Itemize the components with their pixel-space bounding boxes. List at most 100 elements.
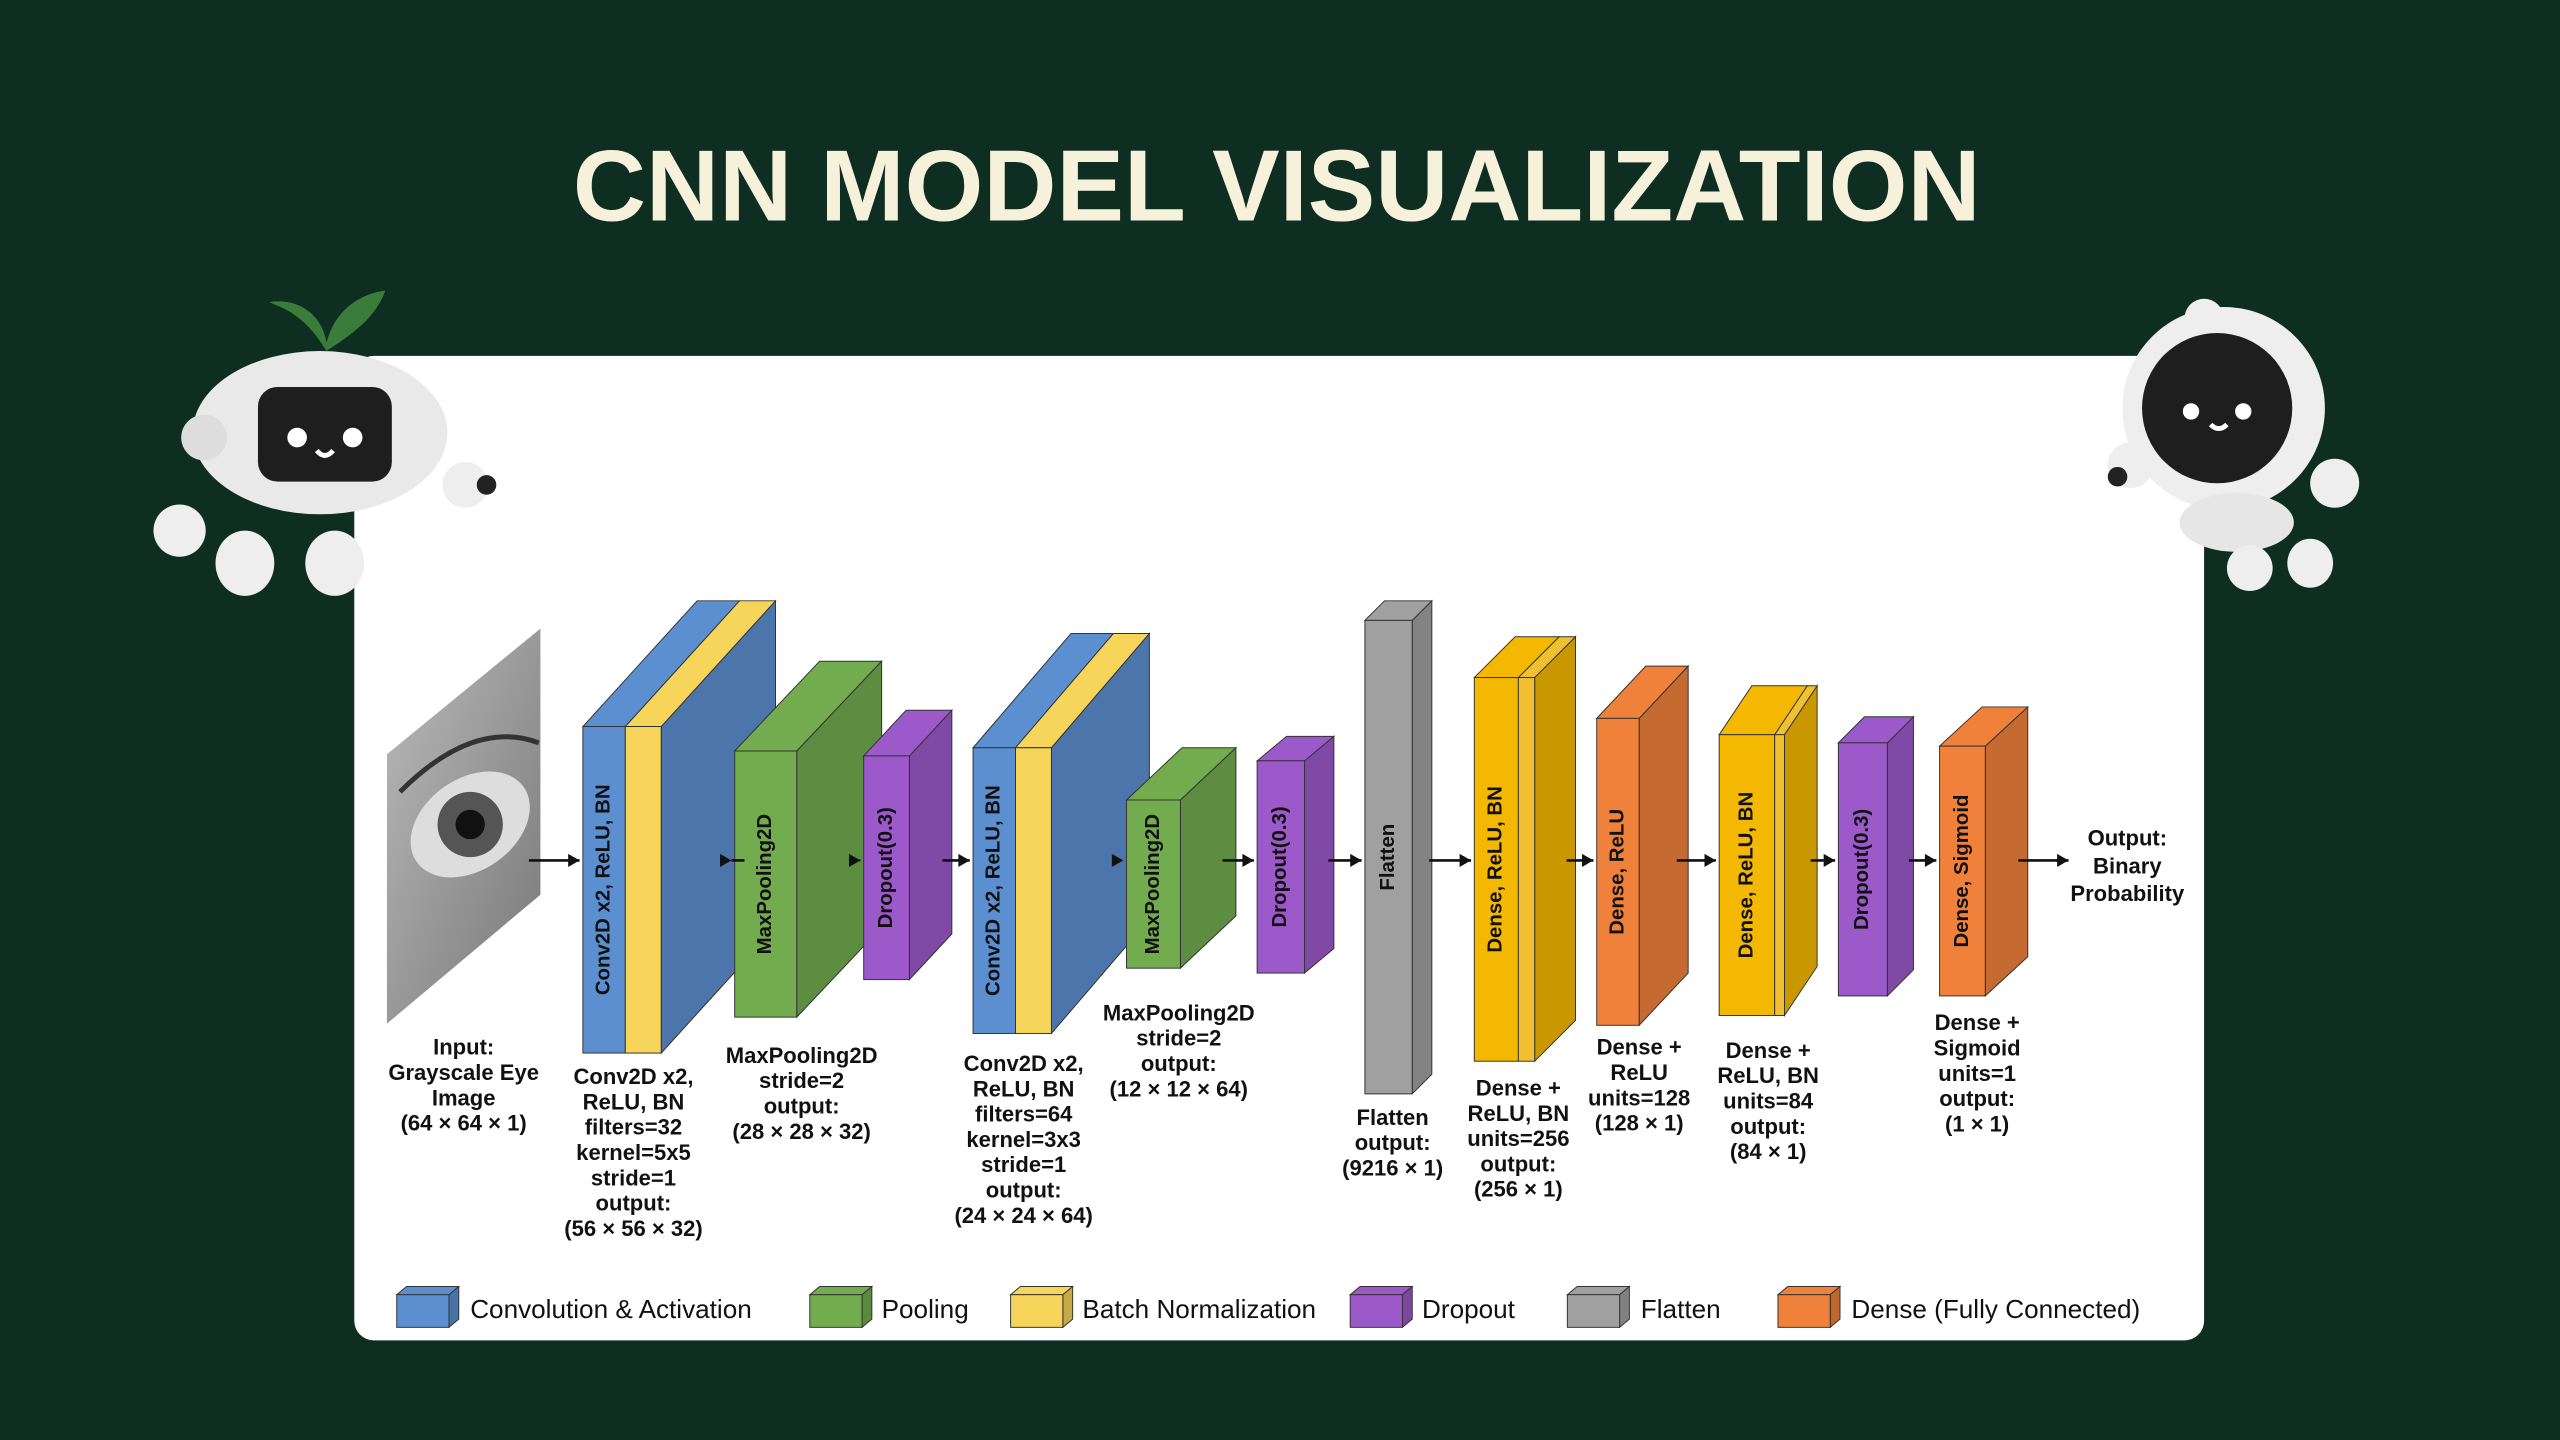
layer-block: Dropout(0.3) [1837,715,1915,998]
arrow-head [720,853,732,867]
block-label: Dropout(0.3) [875,807,897,928]
caption: output: [986,1178,1062,1203]
caption: stride=2 [1136,1026,1221,1051]
caption: units=84 [1723,1089,1814,1114]
legend-label: Batch Normalization [1082,1294,1316,1324]
legend-icon-top [1009,1286,1075,1296]
caption: output: [1355,1130,1431,1155]
caption: ReLU, BN [973,1076,1075,1101]
block-label: Dropout(0.3) [1269,806,1291,927]
caption: filters=64 [975,1102,1073,1127]
block-front [972,747,1016,1034]
caption: ReLU, BN [583,1089,685,1114]
caption: (1 × 1) [1945,1111,2009,1136]
caption: output: [1730,1114,1806,1139]
arrow-head [1242,853,1254,867]
arrow-head [1350,853,1362,867]
caption: stride=2 [759,1068,844,1093]
block-label: MaxPooling2D [754,814,776,954]
caption: output: [1141,1051,1217,1076]
legend-icon-top [1776,1286,1842,1296]
caption: output: [596,1191,672,1216]
arrow-head [1111,853,1124,867]
legend-icon-top [808,1286,874,1296]
input-image [386,628,541,1024]
block-side [1638,664,1689,1027]
block-side [1411,599,1433,1096]
caption: (12 × 12 × 64) [1110,1076,1248,1101]
block-front [1718,734,1776,1016]
caption: Dense + [1935,1010,2020,1035]
caption: stride=1 [981,1152,1066,1177]
block-front [624,726,662,1054]
layer-block: Conv2D x2, ReLU, BN [971,632,1151,1035]
caption: Image [432,1085,496,1110]
legend-icon [1349,1294,1403,1328]
caption: filters=32 [585,1115,682,1140]
caption: (56 × 56 × 32) [564,1216,702,1241]
legend-icon [1777,1294,1831,1328]
caption: Dense + [1597,1035,1682,1060]
robot-left [153,290,497,596]
caption: Input: [433,1035,494,1060]
arrow-head [2057,853,2069,867]
block-side [1984,705,2029,998]
block-label: Dense, ReLU, BN [1485,786,1507,953]
arrow-head [1459,853,1472,867]
layer-block: Flatten [1363,599,1434,1096]
layer-block: Dense, ReLU [1595,664,1690,1027]
block-side [1886,715,1914,998]
block-front [1256,760,1305,974]
caption: ReLU [1610,1060,1668,1085]
layer-block: MaxPooling2D [1125,746,1238,970]
output-text: Probability [2070,881,2185,906]
block-front [863,755,910,981]
block-front [582,726,626,1054]
block-front [1837,742,1888,997]
arrow-head [1704,853,1716,867]
block-side [1784,684,1818,1018]
block-front [1364,619,1413,1095]
caption: MaxPooling2D [1103,1000,1255,1025]
layer-block: MaxPooling2D [733,659,883,1019]
block-front [1015,747,1052,1034]
layer-block: Dropout(0.3) [1255,735,1336,975]
caption: Dense + [1476,1076,1561,1101]
legend-label: Pooling [882,1294,969,1324]
caption: (9216 × 1) [1342,1156,1443,1181]
caption: Conv2D x2, [964,1051,1084,1076]
legend-icon [396,1294,450,1328]
legend-label: Dense (Fully Connected) [1851,1294,2140,1324]
block-front [734,750,798,1018]
block-label: Dense, Sigmoid [1951,795,1973,948]
caption: kernel=5x5 [576,1140,691,1165]
caption: (128 × 1) [1595,1111,1684,1136]
arrow-head [568,853,580,867]
layer-block: Dropout(0.3) [862,708,953,981]
block-label: Dense, ReLU [1606,809,1628,935]
legend-icon [1010,1294,1064,1328]
arrow-head [1924,853,1937,867]
caption: Dense + [1726,1038,1811,1063]
block-front [1596,717,1640,1026]
block-label: Conv2D x2, ReLU, BN [592,784,614,995]
block-label: Dense, ReLU, BN [1735,792,1757,959]
layer-block: Dense, ReLU, BN [1718,684,1819,1018]
arrow-head [958,853,970,867]
caption: output: [764,1093,840,1118]
legend-icon [809,1294,863,1328]
caption: output: [1480,1151,1556,1176]
legend-icon-top [395,1286,461,1296]
block-label: MaxPooling2D [1142,814,1164,954]
caption: Sigmoid [1934,1036,2021,1061]
layer-block: Dense, Sigmoid [1938,705,2030,998]
caption: MaxPooling2D [726,1043,878,1068]
block-side [1534,635,1576,1063]
block-front [1774,734,1785,1016]
caption: Conv2D x2, [573,1064,693,1089]
caption: (24 × 24 × 64) [954,1203,1092,1228]
block-side [908,708,953,981]
block-front [1126,799,1181,969]
caption: units=128 [1588,1085,1690,1110]
